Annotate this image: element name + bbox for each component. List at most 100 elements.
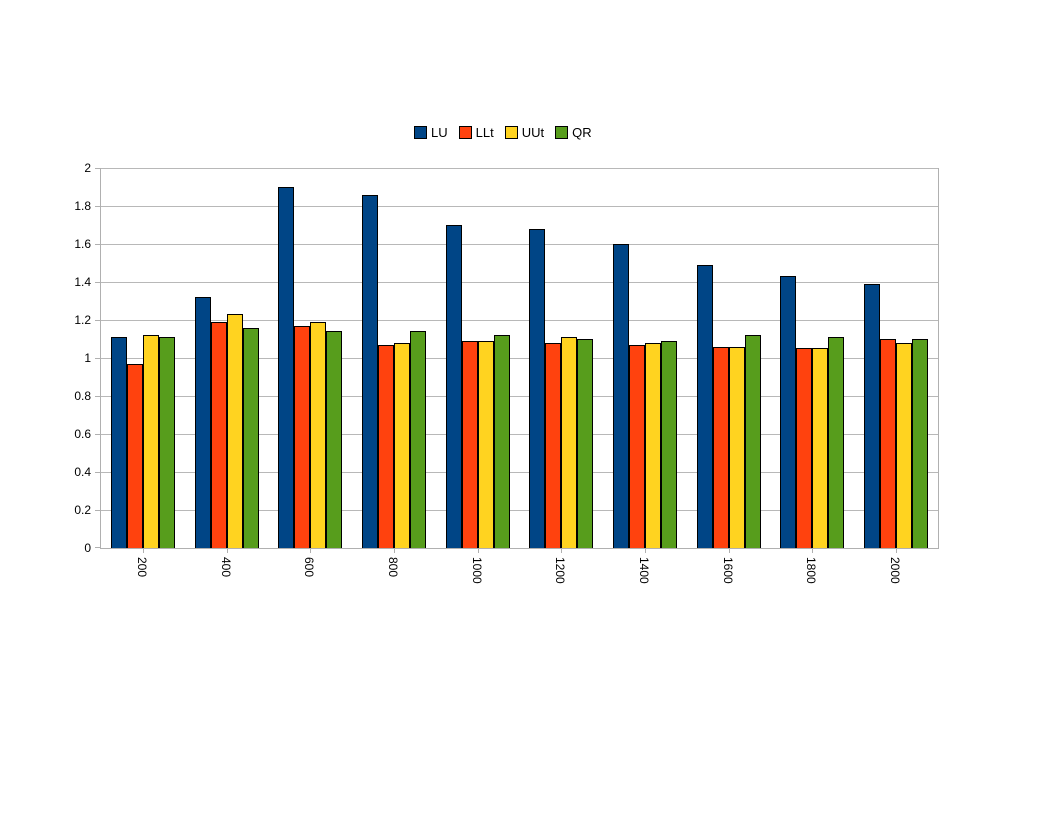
y-axis-tick-label: 1.2: [74, 313, 91, 327]
y-axis-tick-label: 0.8: [74, 389, 91, 403]
x-axis-tick-label-1800: 1800: [804, 557, 818, 584]
x-tick-mark: [310, 549, 311, 553]
bar-QR-800: [410, 331, 426, 548]
bar-LU-2000: [864, 284, 880, 548]
gridline-y-0.8: [101, 396, 938, 397]
x-tick-mark: [729, 549, 730, 553]
legend-label: QR: [572, 125, 592, 140]
legend-item-LU: LU: [414, 125, 448, 140]
gridline-y-1.6: [101, 244, 938, 245]
bar-UUt-800: [394, 343, 410, 548]
x-axis-tick-label-1400: 1400: [637, 557, 651, 584]
y-tick-mark: [95, 282, 101, 283]
x-tick-mark: [812, 549, 813, 553]
gridline-y-1.8: [101, 206, 938, 207]
gridline-y-0.2: [101, 510, 938, 511]
y-axis-tick-label: 0: [84, 541, 91, 555]
bar-QR-1600: [745, 335, 761, 548]
y-tick-mark: [95, 168, 101, 169]
bar-UUt-1200: [561, 337, 577, 548]
bar-UUt-200: [143, 335, 159, 548]
bar-LLt-1400: [629, 345, 645, 548]
bar-LLt-600: [294, 326, 310, 548]
legend-item-QR: QR: [555, 125, 592, 140]
y-tick-mark: [95, 547, 101, 548]
y-tick-mark: [95, 510, 101, 511]
bar-LLt-2000: [880, 339, 896, 548]
bar-UUt-1600: [729, 347, 745, 548]
bar-QR-1400: [661, 341, 677, 548]
plot-area: [95, 168, 939, 553]
bar-QR-1200: [577, 339, 593, 548]
gridline-y-0.4: [101, 472, 938, 473]
y-axis-tick-label: 0.2: [74, 503, 91, 517]
x-tick-mark: [561, 549, 562, 553]
legend-item-UUt: UUt: [504, 125, 545, 140]
bar-LU-600: [278, 187, 294, 548]
x-tick-mark: [227, 549, 228, 553]
x-axis-tick-label-400: 400: [219, 557, 233, 578]
x-axis-tick-label-1200: 1200: [553, 557, 567, 584]
legend-swatch-QR: [555, 126, 569, 139]
x-axis-tick-label-800: 800: [386, 557, 400, 578]
legend-item-LLt: LLt: [458, 125, 494, 140]
bar-QR-1000: [494, 335, 510, 548]
bar-UUt-600: [310, 322, 326, 548]
bar-LLt-400: [211, 322, 227, 548]
x-tick-mark: [478, 549, 479, 553]
y-axis-tick-label: 2: [84, 161, 91, 175]
gridline-y-1: [101, 358, 938, 359]
legend-swatch-LLt: [458, 126, 472, 139]
x-tick-mark: [645, 549, 646, 553]
bar-LLt-1800: [796, 348, 812, 548]
legend-label: UUt: [521, 125, 545, 140]
y-tick-mark: [95, 320, 101, 321]
y-tick-mark: [95, 472, 101, 473]
x-axis-tick-label-600: 600: [302, 557, 316, 578]
bar-QR-200: [159, 337, 175, 548]
gridline-y-1.2: [101, 320, 938, 321]
y-axis-tick-label: 1: [84, 351, 91, 365]
bar-UUt-1000: [478, 341, 494, 548]
bar-UUt-400: [227, 314, 243, 548]
x-axis-tick-label-200: 200: [135, 557, 149, 578]
x-tick-mark: [394, 549, 395, 553]
y-tick-mark: [95, 396, 101, 397]
gridline-y-1.4: [101, 282, 938, 283]
bar-QR-2000: [912, 339, 928, 548]
y-axis-tick-label: 1.8: [74, 199, 91, 213]
bar-LU-400: [195, 297, 211, 548]
legend-swatch-LU: [414, 126, 427, 139]
x-tick-mark: [143, 549, 144, 553]
bar-LU-200: [111, 337, 127, 548]
bar-LLt-1000: [462, 341, 478, 548]
y-tick-mark: [95, 358, 101, 359]
x-axis-tick-label-2000: 2000: [888, 557, 902, 584]
legend-swatch-UUt: [504, 126, 518, 139]
bar-UUt-1400: [645, 343, 661, 548]
bar-LU-1600: [697, 265, 713, 548]
bar-LLt-800: [378, 345, 394, 548]
gridline-y-2: [101, 168, 938, 169]
y-axis-tick-label: 0.6: [74, 427, 91, 441]
bar-LU-1200: [529, 229, 545, 548]
chart-legend: LU LLt UUt QR: [414, 125, 592, 140]
y-tick-mark: [95, 206, 101, 207]
bar-LU-800: [362, 195, 378, 548]
gridline-y-0.6: [101, 434, 938, 435]
bar-QR-600: [326, 331, 342, 548]
bar-LU-1000: [446, 225, 462, 548]
x-axis-tick-label-1600: 1600: [721, 557, 735, 584]
legend-label: LLt: [475, 125, 494, 140]
bar-QR-400: [243, 328, 259, 548]
x-tick-mark: [896, 549, 897, 553]
bar-LU-1400: [613, 244, 629, 548]
bar-UUt-1800: [812, 348, 828, 548]
y-tick-mark: [95, 434, 101, 435]
legend-label: LU: [431, 125, 448, 140]
y-tick-mark: [95, 244, 101, 245]
bar-UUt-2000: [896, 343, 912, 548]
bar-LU-1800: [780, 276, 796, 548]
y-axis-tick-label: 1.6: [74, 237, 91, 251]
